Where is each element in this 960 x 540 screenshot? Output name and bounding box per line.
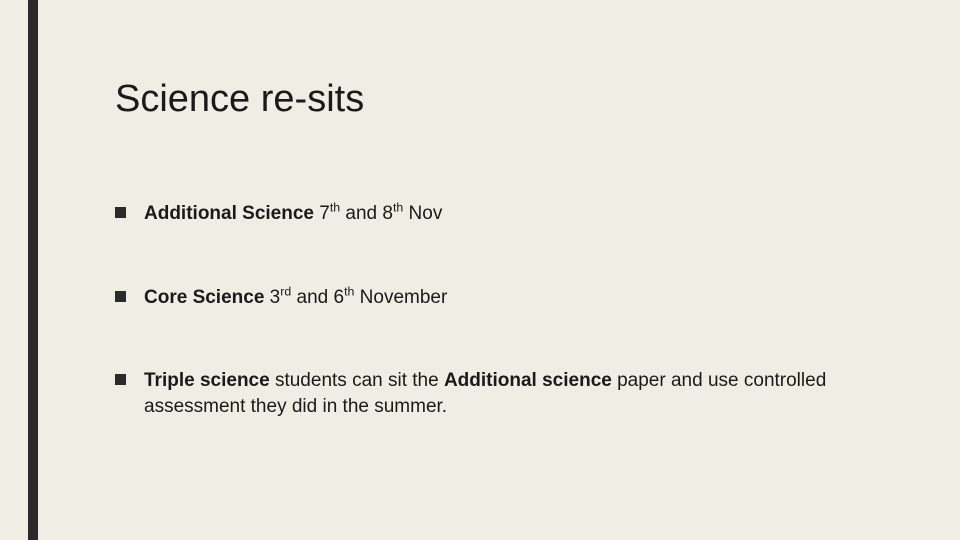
bullet-part: and 6 — [291, 287, 344, 308]
bullet-marker-icon — [115, 374, 126, 385]
ordinal-sup: rd — [280, 284, 291, 298]
bullet-text: Additional Science 7th and 8th Nov — [144, 201, 900, 227]
bullet-part: 7 — [314, 203, 330, 224]
accent-bar — [28, 0, 38, 540]
slide-content: Science re-sits Additional Science 7th a… — [115, 78, 900, 420]
bullet-marker-icon — [115, 207, 126, 218]
bullet-part: November — [354, 287, 447, 308]
ordinal-sup: th — [393, 201, 403, 215]
bullet-part: 3 — [264, 287, 280, 308]
bullet-part: Nov — [403, 203, 442, 224]
bullet-part: students can sit the — [270, 370, 444, 391]
ordinal-sup: th — [330, 201, 340, 215]
bullet-marker-icon — [115, 291, 126, 302]
bullet-text: Triple science students can sit the Addi… — [144, 368, 900, 419]
slide-title: Science re-sits — [115, 78, 900, 121]
bullet-item: Additional Science 7th and 8th Nov — [115, 201, 900, 227]
ordinal-sup: th — [344, 284, 354, 298]
bullet-bold: Core Science — [144, 287, 264, 308]
bullet-bold: Additional science — [444, 370, 612, 391]
bullet-bold: Additional Science — [144, 203, 314, 224]
bullet-bold: Triple science — [144, 370, 270, 391]
bullet-item: Core Science 3rd and 6th November — [115, 285, 900, 311]
bullet-item: Triple science students can sit the Addi… — [115, 368, 900, 419]
bullet-part: and 8 — [340, 203, 393, 224]
bullet-text: Core Science 3rd and 6th November — [144, 285, 900, 311]
